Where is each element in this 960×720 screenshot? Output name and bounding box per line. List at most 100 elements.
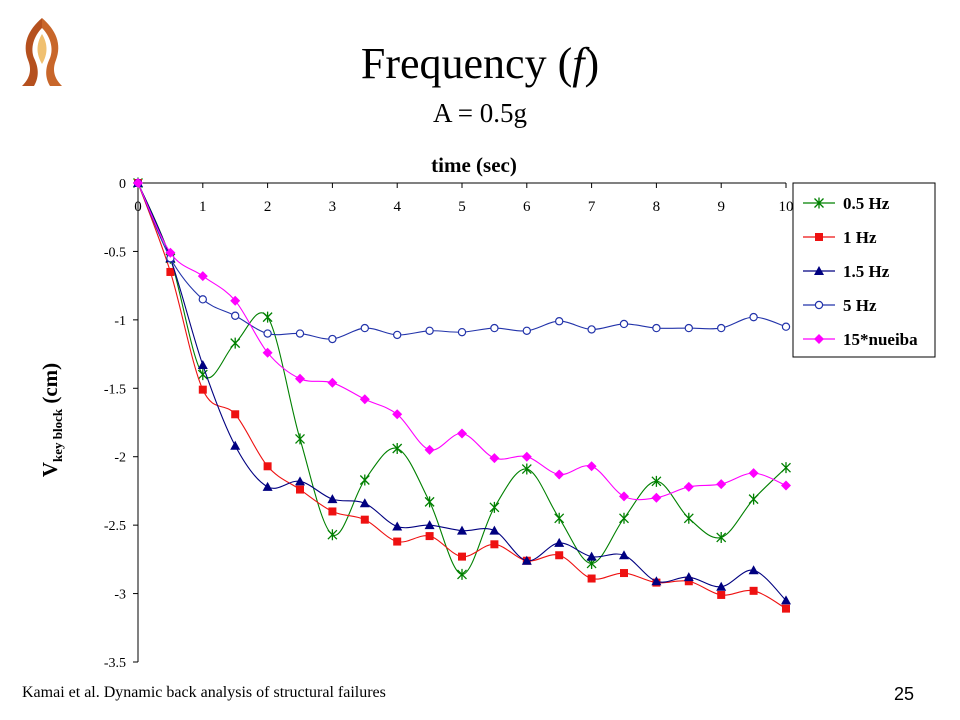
data-point-1-hz <box>393 537 402 546</box>
data-point-0-5-hz <box>716 531 727 543</box>
data-point-15-nueiba <box>554 469 565 480</box>
data-point-1-hz <box>587 574 596 583</box>
data-point-15-nueiba <box>295 373 305 384</box>
data-point-1-5-hz <box>457 525 467 535</box>
data-point-1-hz <box>684 577 693 586</box>
y-axis-title-unit: (cm) <box>38 363 62 409</box>
y-tick-label: -2.5 <box>104 519 126 534</box>
data-point-1-hz <box>360 515 369 524</box>
data-point-15-nueiba <box>748 468 759 479</box>
data-point-5-hz <box>490 323 499 333</box>
data-point-0-5-hz <box>262 311 273 323</box>
data-point-1-5-hz <box>651 576 662 586</box>
data-point-5-hz <box>555 317 564 326</box>
data-point-5-hz <box>360 323 369 333</box>
data-point-5-hz <box>749 312 758 322</box>
data-point-5-hz <box>619 319 629 329</box>
data-point-1-5-hz <box>554 537 565 547</box>
legend-marker <box>814 334 824 344</box>
x-tick-label: 4 <box>393 199 401 215</box>
data-point-15-nueiba <box>197 271 208 282</box>
data-point-15-nueiba <box>781 480 791 491</box>
slide-title: Frequency (f) <box>0 40 960 88</box>
legend-label: 0.5 Hz <box>843 194 890 213</box>
x-tick-label: 10 <box>779 199 794 215</box>
y-tick-label: -2 <box>114 451 126 466</box>
x-tick-label: 9 <box>717 199 725 215</box>
data-point-15-nueiba <box>521 451 532 462</box>
footer-citation: Kamai et al. Dynamic back analysis of st… <box>22 684 386 701</box>
y-tick-label: -3.5 <box>104 656 126 671</box>
x-tick-label: 3 <box>329 199 337 215</box>
data-point-1-5-hz <box>392 521 403 531</box>
data-point-1-5-hz <box>197 360 208 370</box>
data-point-15-nueiba <box>683 481 694 492</box>
data-point-0-5-hz <box>424 496 435 508</box>
slide-subtitle: A = 0.5g <box>433 98 527 128</box>
data-point-0-5-hz <box>197 369 208 381</box>
data-point-0-5-hz <box>781 462 791 474</box>
data-point-5-hz <box>198 295 207 304</box>
data-point-1-hz <box>458 552 466 561</box>
data-point-5-hz <box>393 330 402 340</box>
data-point-1-hz <box>490 540 499 549</box>
data-point-15-nueiba <box>651 492 662 503</box>
data-point-1-5-hz <box>489 525 500 535</box>
legend-label: 1.5 Hz <box>843 262 890 281</box>
data-point-5-hz <box>230 311 240 320</box>
data-point-15-nueiba <box>619 491 629 502</box>
data-point-1-hz <box>620 569 628 578</box>
legend-marker <box>814 300 824 310</box>
data-point-0-5-hz <box>359 474 370 486</box>
data-point-1-hz <box>555 551 564 560</box>
legend-label: 5 Hz <box>843 296 877 315</box>
data-point-15-nueiba <box>489 453 500 464</box>
x-tick-label: 2 <box>264 199 272 215</box>
page-number: 25 <box>894 684 915 704</box>
data-point-15-nueiba <box>359 394 370 405</box>
data-point-1-5-hz <box>262 481 273 491</box>
y-tick-label: -0.5 <box>104 245 126 260</box>
data-point-1-5-hz <box>683 572 694 582</box>
data-point-1-5-hz <box>359 498 370 508</box>
title-suffix: ) <box>584 39 600 88</box>
data-point-5-hz <box>295 329 305 338</box>
legend-label: 15*nueiba <box>843 330 918 349</box>
x-axis-title: time (sec) <box>431 153 517 177</box>
data-point-0-5-hz <box>748 493 759 505</box>
y-axis-title-sub: key block <box>50 408 65 462</box>
data-point-1-5-hz <box>781 595 791 605</box>
data-point-0-5-hz <box>683 512 694 524</box>
data-point-1-5-hz <box>748 565 759 575</box>
data-point-1-hz <box>198 385 207 394</box>
y-tick-label: -1.5 <box>104 382 126 397</box>
x-tick-label: 5 <box>458 199 466 215</box>
data-point-5-hz <box>717 323 726 333</box>
y-axis-title: Vkey block (cm) <box>38 363 65 477</box>
title-symbol: f <box>572 39 585 88</box>
data-point-1-hz <box>749 586 758 595</box>
legend-marker <box>815 233 823 241</box>
data-point-1-hz <box>231 410 240 419</box>
data-point-0-5-hz <box>651 475 662 487</box>
data-point-5-hz <box>587 325 596 334</box>
logo-flame-core <box>37 34 47 64</box>
legend-marker <box>814 266 824 275</box>
data-point-1-5-hz <box>424 520 435 530</box>
data-point-5-hz <box>457 327 467 337</box>
data-point-5-hz <box>263 329 272 338</box>
data-point-0-5-hz <box>295 433 305 445</box>
data-point-1-hz <box>166 267 175 276</box>
data-point-15-nueiba <box>262 347 273 358</box>
x-tick-label: 7 <box>588 199 596 215</box>
data-point-1-hz <box>296 485 304 494</box>
y-axis-title-main: V <box>38 462 62 477</box>
data-point-1-5-hz <box>521 555 532 565</box>
legend-box <box>792 182 936 358</box>
x-tick-label: 1 <box>199 199 207 215</box>
data-point-5-hz <box>684 323 694 333</box>
legend-marker <box>814 197 824 209</box>
data-point-5-hz <box>781 322 791 331</box>
data-point-5-hz <box>652 323 661 333</box>
